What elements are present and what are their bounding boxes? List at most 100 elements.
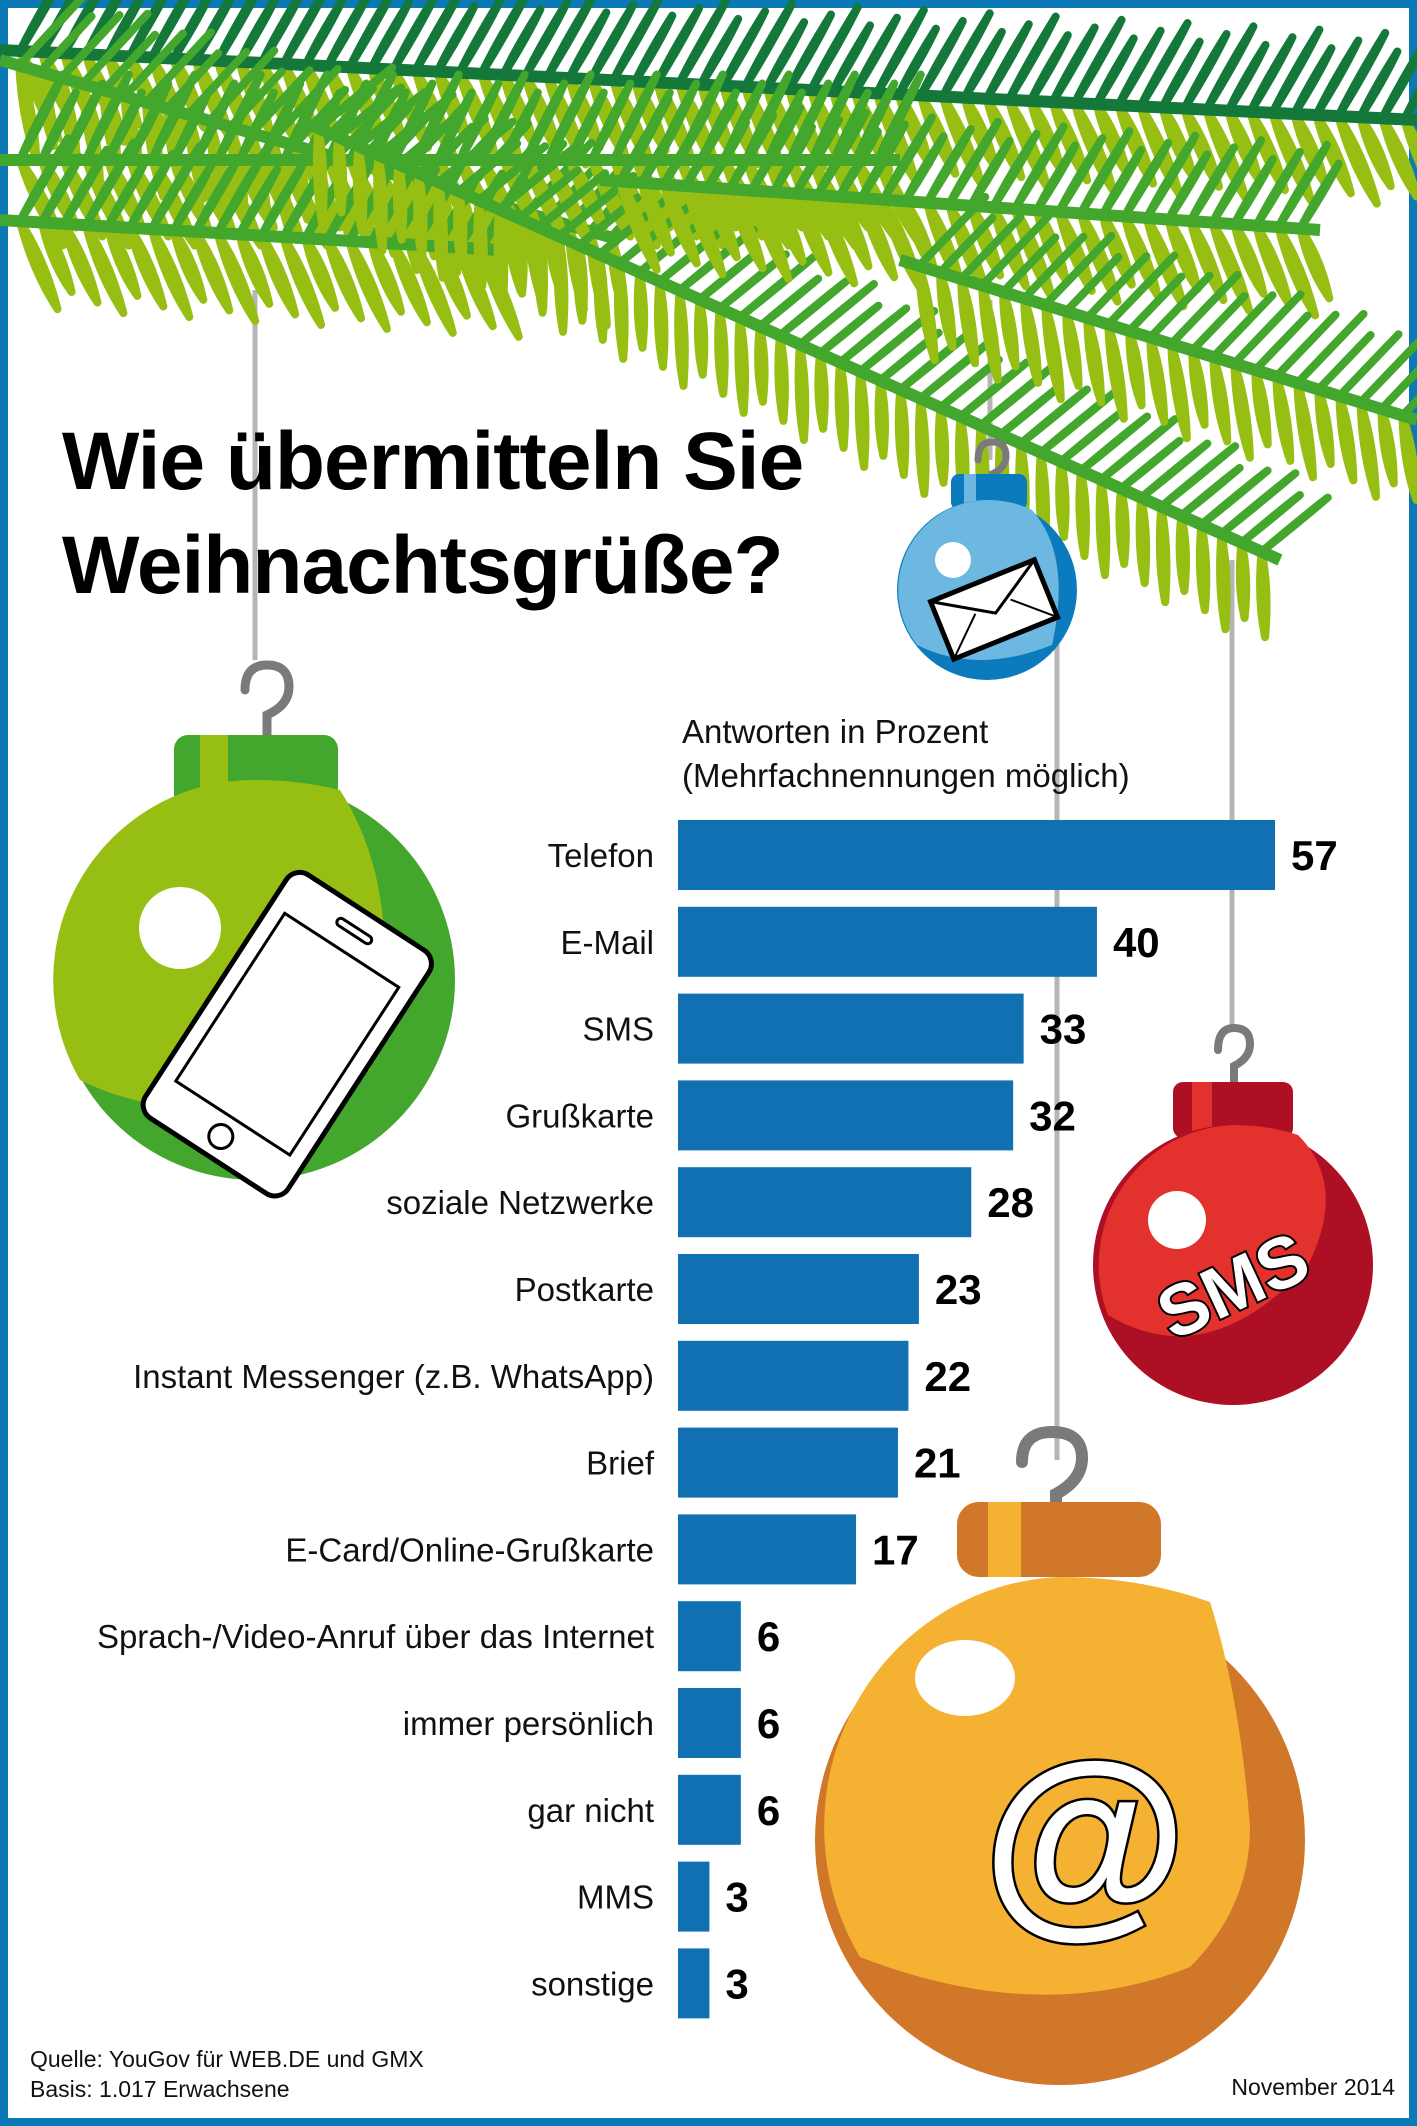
bar-row: MMS 3 bbox=[577, 1861, 749, 1932]
needle bbox=[1195, 520, 1211, 615]
needle bbox=[373, 151, 388, 255]
needle bbox=[191, 227, 234, 315]
needle bbox=[1186, 143, 1239, 226]
needle bbox=[301, 234, 340, 312]
value-label: 6 bbox=[757, 1700, 780, 1747]
needle bbox=[1146, 271, 1214, 342]
category-label: Postkarte bbox=[515, 1271, 654, 1308]
needle bbox=[1293, 309, 1368, 387]
value-label: 3 bbox=[725, 1874, 748, 1921]
category-label: E-Mail bbox=[560, 924, 654, 961]
needle bbox=[332, 133, 348, 217]
needle bbox=[1180, 29, 1231, 113]
needle bbox=[1076, 209, 1122, 306]
needle bbox=[1055, 457, 1070, 541]
needle bbox=[763, 18, 809, 92]
red-ornament-icon: SMS bbox=[1093, 1023, 1373, 1405]
needle bbox=[1290, 44, 1336, 118]
needle bbox=[1004, 12, 1060, 104]
needle bbox=[734, 313, 750, 417]
needle bbox=[1041, 231, 1116, 309]
bar bbox=[678, 1688, 741, 1758]
needle bbox=[169, 0, 212, 63]
needle bbox=[499, 5, 545, 79]
needle bbox=[999, 287, 1020, 371]
bar bbox=[678, 1340, 909, 1411]
branch-stem bbox=[599, 174, 1321, 236]
needle bbox=[392, 160, 408, 244]
needle bbox=[989, 129, 1041, 212]
needle bbox=[103, 0, 145, 60]
needle bbox=[697, 14, 743, 89]
needle bbox=[1032, 141, 1080, 215]
needle bbox=[235, 0, 280, 66]
needle bbox=[1209, 291, 1277, 361]
needle bbox=[741, 0, 797, 91]
needle bbox=[938, 9, 994, 101]
needle bbox=[1312, 111, 1355, 198]
needle bbox=[99, 30, 159, 95]
source-note: Quelle: YouGov für WEB.DE und GMX Basis:… bbox=[30, 2044, 424, 2104]
needle bbox=[934, 403, 950, 487]
needle bbox=[1312, 36, 1363, 120]
needle bbox=[725, 111, 778, 194]
needle bbox=[1011, 122, 1068, 213]
needle bbox=[1230, 155, 1277, 229]
needle bbox=[1020, 294, 1043, 387]
needle bbox=[103, 157, 150, 231]
needle bbox=[703, 118, 751, 192]
needle bbox=[915, 394, 930, 499]
needle bbox=[852, 79, 899, 164]
needle bbox=[147, 142, 204, 234]
bar-row: Sprach-/Video-Anruf über das Internet 6 bbox=[97, 1601, 780, 1672]
needle bbox=[477, 0, 529, 78]
needle bbox=[769, 188, 807, 266]
needle bbox=[747, 186, 793, 283]
value-label: 6 bbox=[757, 1787, 780, 1834]
needle bbox=[141, 28, 215, 107]
needle bbox=[1092, 34, 1138, 109]
needle bbox=[1377, 405, 1398, 488]
needle bbox=[1230, 359, 1254, 462]
needle bbox=[16, 70, 67, 164]
needle bbox=[352, 142, 368, 236]
needle bbox=[125, 0, 168, 61]
fir-branch-icon bbox=[0, 0, 1417, 642]
category-label: immer persönlich bbox=[403, 1705, 654, 1742]
needle bbox=[1224, 40, 1270, 115]
needle bbox=[755, 274, 823, 331]
needle bbox=[394, 112, 461, 169]
needle bbox=[957, 213, 1025, 283]
needle bbox=[1209, 352, 1232, 446]
smartphone-icon bbox=[140, 869, 434, 1199]
needle bbox=[235, 165, 282, 239]
page-title: Wie übermitteln Sie Weihnachtsgrüße? bbox=[62, 410, 804, 618]
needle bbox=[967, 136, 1014, 210]
needle bbox=[411, 0, 461, 75]
needle bbox=[257, 157, 309, 240]
category-label: Grußkarte bbox=[505, 1097, 654, 1134]
needle bbox=[1230, 220, 1268, 298]
needle bbox=[565, 8, 611, 83]
needle bbox=[674, 286, 689, 390]
needle bbox=[754, 322, 769, 406]
needle bbox=[1157, 442, 1240, 511]
needle bbox=[37, 218, 76, 296]
needle bbox=[258, 79, 305, 164]
needle bbox=[334, 85, 401, 142]
needle bbox=[533, 223, 549, 317]
needle bbox=[521, 0, 572, 80]
needle bbox=[148, 70, 199, 164]
value-label: 3 bbox=[725, 1960, 748, 2007]
needle bbox=[575, 193, 642, 250]
needle bbox=[1274, 140, 1331, 232]
bar-row: gar nicht 6 bbox=[527, 1774, 780, 1845]
bar bbox=[678, 820, 1275, 890]
needle bbox=[915, 192, 990, 270]
bar-row: immer persönlich 6 bbox=[403, 1688, 780, 1758]
needle bbox=[147, 225, 194, 322]
needle bbox=[894, 24, 940, 99]
needle bbox=[1378, 47, 1417, 123]
needle bbox=[374, 90, 457, 160]
needle bbox=[945, 117, 1002, 209]
